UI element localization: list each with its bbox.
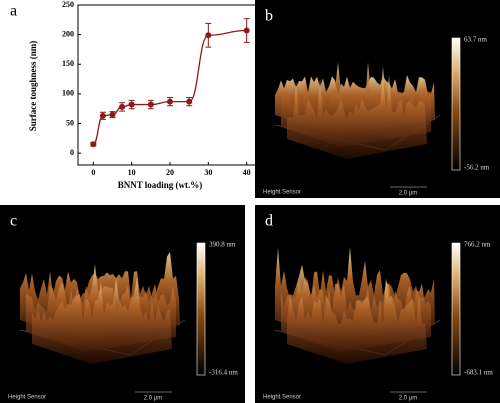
plot-frame bbox=[77, 4, 263, 166]
surface bbox=[287, 74, 427, 159]
point bbox=[186, 98, 193, 105]
surface bbox=[287, 278, 427, 364]
panel-label: a bbox=[10, 3, 17, 20]
scale-label: 2.0 μm bbox=[399, 191, 417, 197]
y-tick-label: 0 bbox=[70, 148, 74, 157]
fit-curve bbox=[92, 29, 247, 145]
sensor-label: Height Sensor bbox=[263, 190, 301, 196]
point bbox=[167, 98, 173, 105]
color-max: 390.8 nm bbox=[209, 241, 236, 249]
point bbox=[128, 101, 135, 108]
scale-label: 2.0 μm bbox=[399, 396, 417, 402]
x-tick-label: 0 bbox=[91, 168, 95, 177]
x-tick-label: 20 bbox=[166, 168, 174, 177]
point bbox=[99, 112, 106, 119]
color-max: 766.2 nm bbox=[464, 241, 491, 249]
x-axis-label: BNNT loading (wt.%) bbox=[118, 180, 203, 190]
y-tick-label: 200 bbox=[62, 29, 74, 38]
panel-label: d bbox=[265, 213, 273, 230]
color-max: 63.7 nm bbox=[464, 36, 488, 44]
point bbox=[205, 32, 212, 39]
panel-label: b bbox=[265, 8, 273, 25]
x-tick-label: 10 bbox=[128, 168, 136, 177]
color-min: -56.2 nm bbox=[464, 164, 490, 172]
y-tick-label: 50 bbox=[66, 118, 74, 127]
point bbox=[147, 101, 154, 108]
color-bar bbox=[196, 242, 206, 376]
y-tick-label: 100 bbox=[62, 89, 74, 98]
y-tick-label: 250 bbox=[62, 0, 74, 9]
point bbox=[109, 111, 116, 118]
scale-label: 2.0 μm bbox=[144, 396, 162, 402]
y-tick-label: 150 bbox=[62, 59, 74, 68]
sensor-label: Height Sensor bbox=[263, 395, 301, 401]
y-axis-label: Surface toughness (nm) bbox=[28, 41, 38, 132]
color-min: -316.4 nm bbox=[209, 369, 238, 377]
x-tick-label: 30 bbox=[204, 168, 212, 177]
color-bar bbox=[451, 37, 461, 171]
point bbox=[90, 141, 97, 148]
surface bbox=[32, 276, 172, 364]
color-bar bbox=[451, 242, 461, 376]
color-min: -683.1 nm bbox=[464, 369, 493, 377]
x-tick-label: 40 bbox=[243, 168, 251, 177]
panel-label: c bbox=[10, 213, 17, 230]
point bbox=[243, 27, 250, 34]
sensor-label: Height Sensor bbox=[8, 395, 46, 401]
point bbox=[119, 103, 126, 110]
